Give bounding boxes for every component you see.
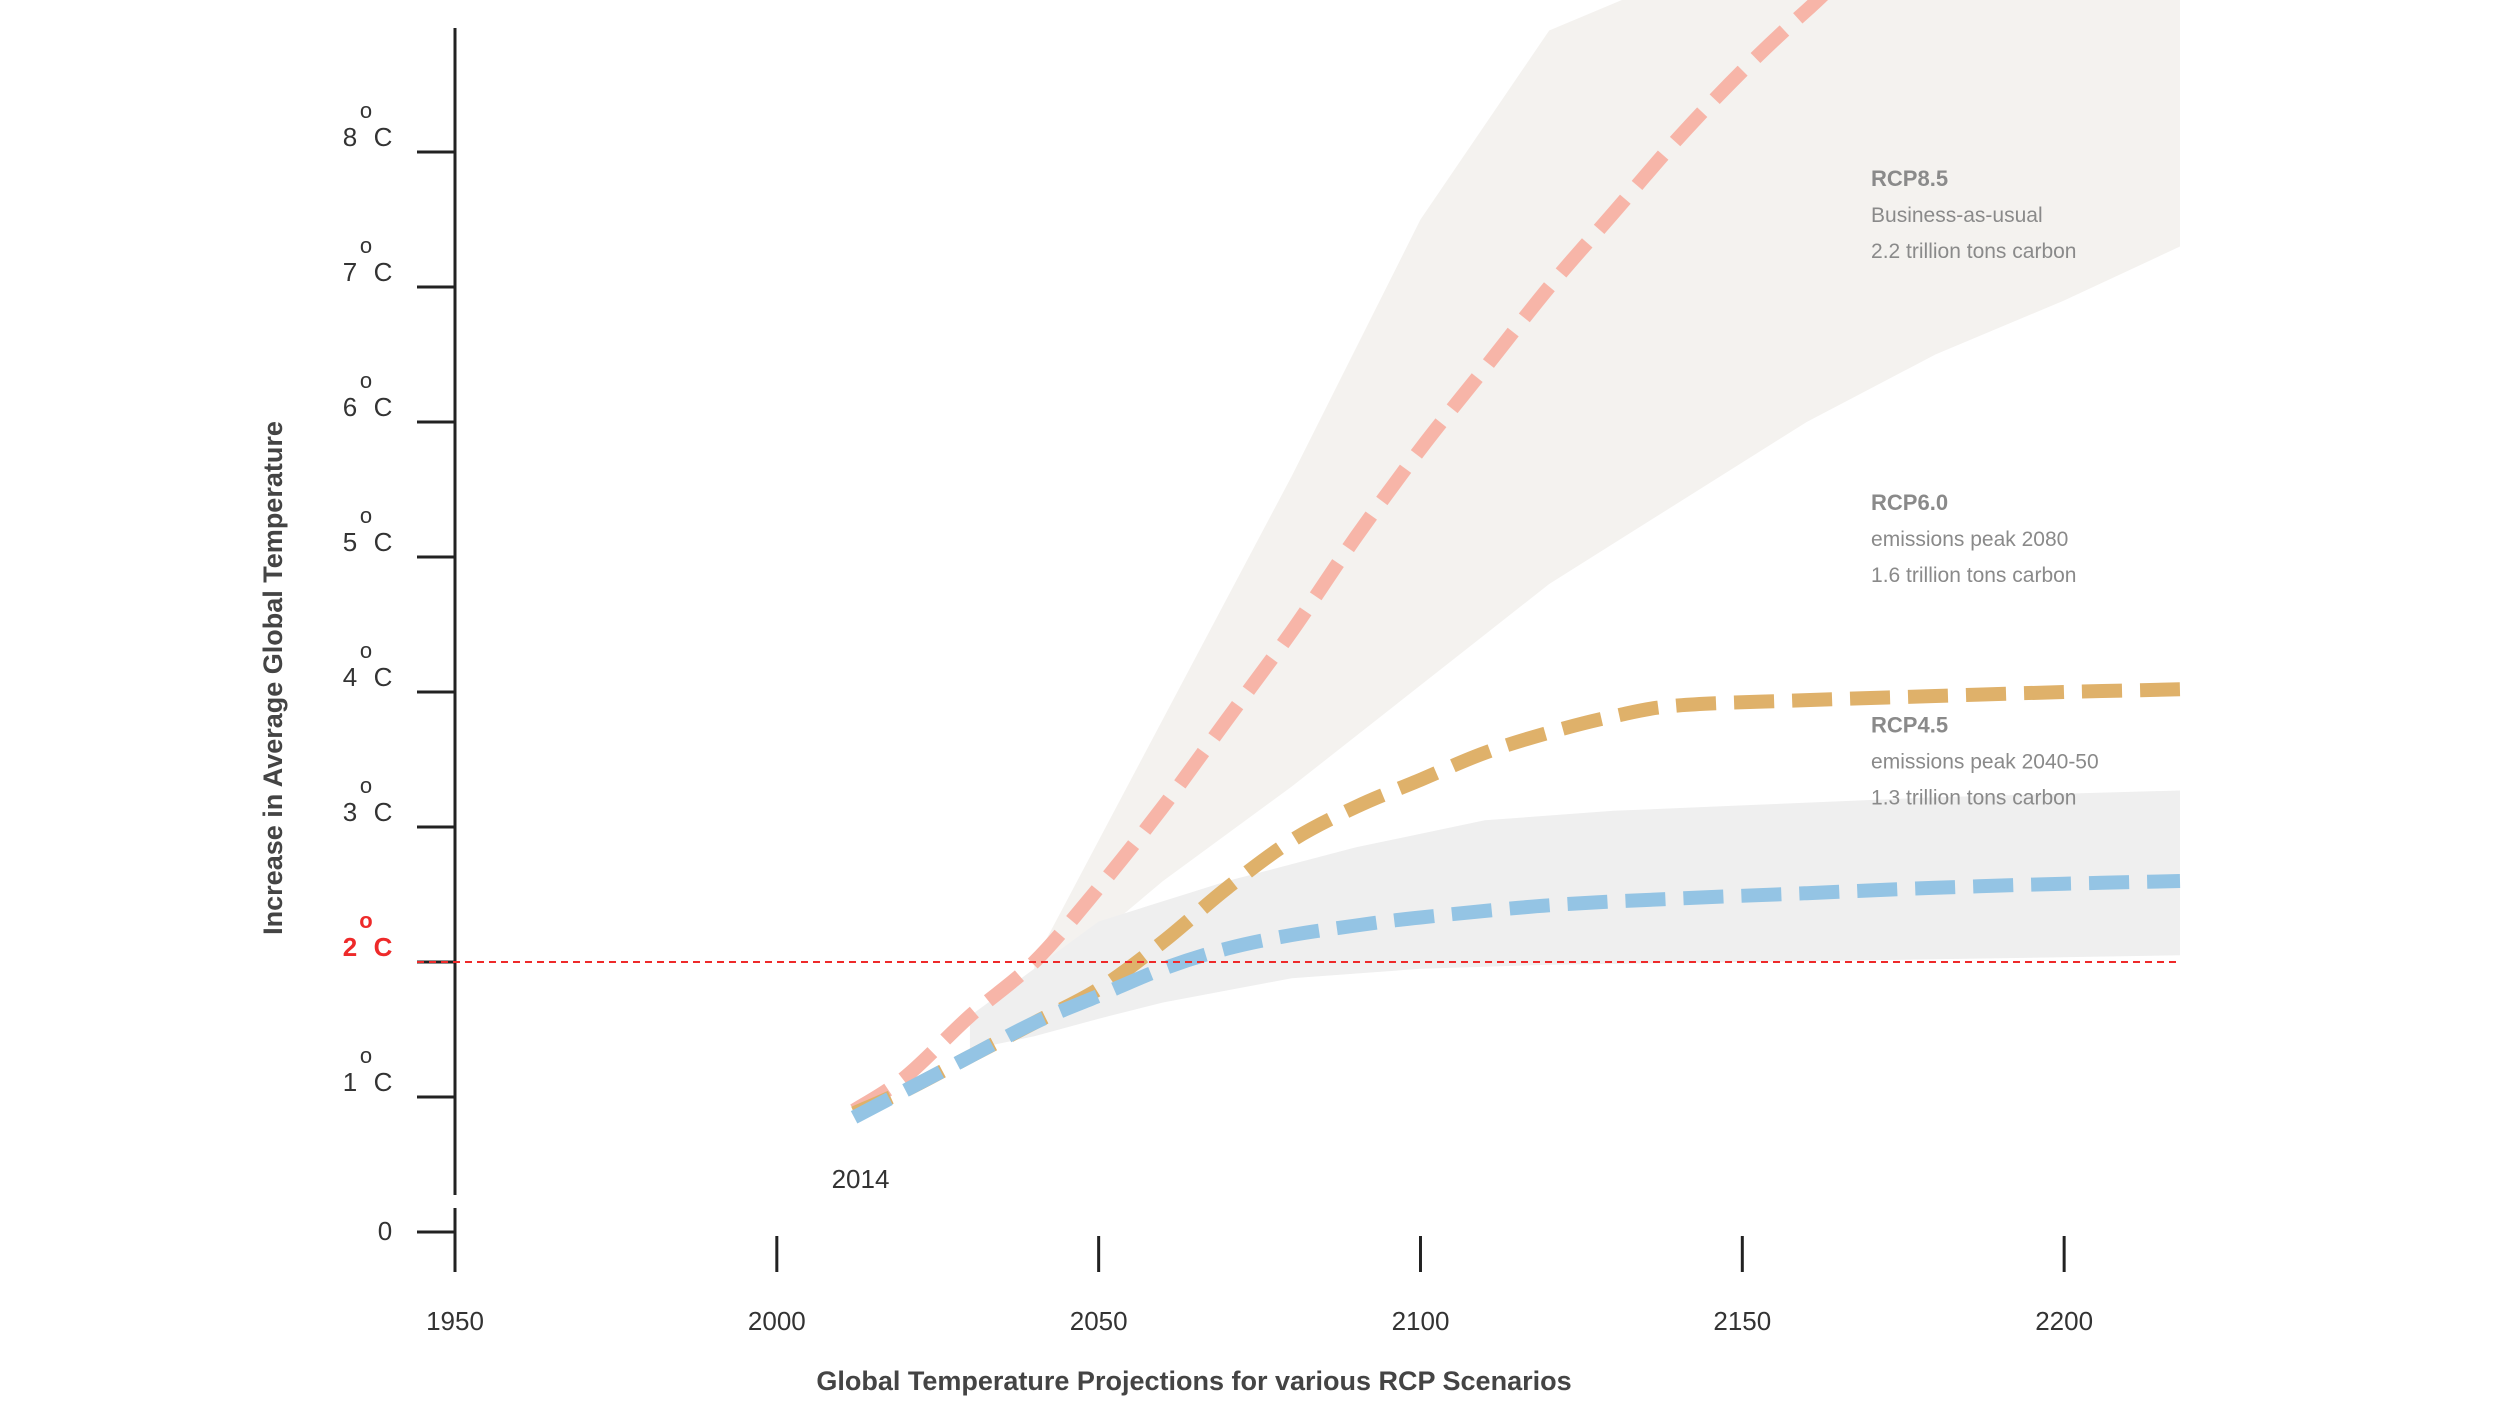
y-tick-label: 6 <box>343 392 357 422</box>
start-year-label: 2014 <box>832 1164 890 1194</box>
degree-symbol: o <box>360 773 372 798</box>
band-rcp8-5-range <box>1034 0 2180 976</box>
y-tick-label: 5 <box>343 527 357 557</box>
y-tick-label: 8 <box>343 122 357 152</box>
y-tick-unit: C <box>374 797 393 827</box>
annotation-line-rcp6-0: emissions peak 2080 <box>1871 528 2068 551</box>
x-tick-label: 2150 <box>1713 1306 1771 1336</box>
degree-symbol: o <box>360 98 372 123</box>
y-tick-label: 1 <box>343 1067 357 1097</box>
degree-symbol: o <box>359 908 372 933</box>
y-tick-unit: C <box>374 662 393 692</box>
annotation-line-rcp6-0: 1.6 trillion tons carbon <box>1871 564 2076 587</box>
annotation-line-rcp4-5: emissions peak 2040-50 <box>1871 751 2099 774</box>
degree-symbol: o <box>360 503 372 528</box>
y-tick-unit: C <box>374 1067 393 1097</box>
y-axis-title: Increase in Average Global Temperature <box>258 421 288 935</box>
x-tick-label: 2200 <box>2035 1306 2093 1336</box>
x-tick-label: 2050 <box>1070 1306 1128 1336</box>
annotation-line-rcp8-5: Business-as-usual <box>1871 204 2043 227</box>
y-tick-unit: C <box>374 932 393 962</box>
y-tick-label: 2 <box>343 932 357 962</box>
degree-symbol: o <box>360 638 372 663</box>
y-tick-label: 0 <box>378 1216 392 1246</box>
y-tick-unit: C <box>374 122 393 152</box>
scenario-annotations: RCP8.5 Business-as-usual 2.2 trillion tons… <box>1871 166 2099 810</box>
y-tick-label: 3 <box>343 797 357 827</box>
x-tick-label: 2000 <box>748 1306 806 1336</box>
scenario-lines <box>850 0 2181 1124</box>
degree-symbol: o <box>360 1043 372 1068</box>
x-axis-title: Global Temperature Projections for vario… <box>816 1366 1571 1396</box>
degree-symbol: o <box>360 233 372 258</box>
uncertainty-bands <box>969 0 2180 1050</box>
band-rcp4-5-range <box>969 790 2180 1050</box>
y-tick-unit: C <box>374 392 393 422</box>
y-tick-label: 4 <box>343 662 357 692</box>
annotation-title-rcp8-5: RCP8.5 <box>1871 166 1948 191</box>
y-tick-label: 7 <box>343 257 357 287</box>
y-tick-unit: C <box>374 527 393 557</box>
series-line-rcp4-5 <box>850 874 2181 1124</box>
annotation-line-rcp4-5: 1.3 trillion tons carbon <box>1871 787 2076 810</box>
annotation-line-rcp8-5: 2.2 trillion tons carbon <box>1871 240 2076 263</box>
annotation-title-rcp6-0: RCP6.0 <box>1871 490 1948 515</box>
degree-symbol: o <box>360 368 372 393</box>
x-tick-label: 2100 <box>1392 1306 1450 1336</box>
series-line-rcp8-5 <box>850 0 1829 1117</box>
annotation-title-rcp4-5: RCP4.5 <box>1871 713 1948 738</box>
x-tick-label: 1950 <box>426 1306 484 1336</box>
y-tick-unit: C <box>374 257 393 287</box>
